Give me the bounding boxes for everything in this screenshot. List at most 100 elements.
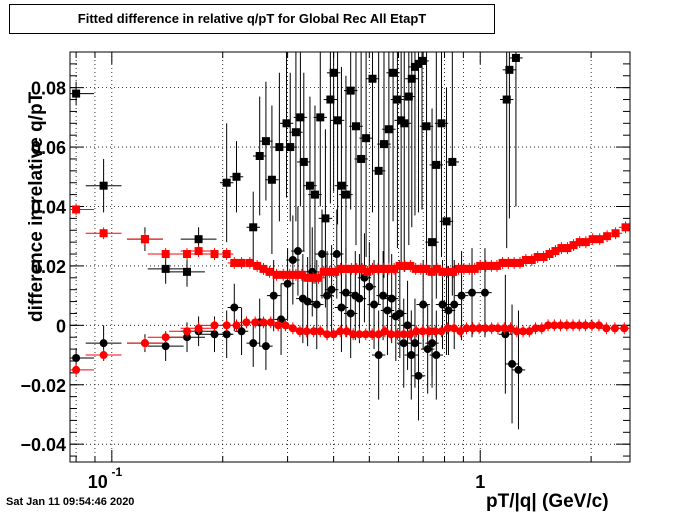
y-tick-label: −0.02 [20, 376, 66, 396]
data-point-circle [428, 339, 437, 348]
data-point-circle [468, 288, 477, 297]
data-point-circle [329, 330, 338, 339]
data-point-square [296, 113, 305, 122]
data-point-square [249, 223, 258, 232]
data-point-square [305, 181, 314, 190]
data-point-circle [450, 324, 459, 333]
data-point-square [230, 258, 239, 267]
data-point-circle [374, 351, 383, 360]
data-point-square [428, 238, 437, 247]
x-tick-label-exponent: -1 [111, 465, 122, 479]
data-point-square [210, 250, 219, 259]
data-point-square [310, 190, 319, 199]
data-point-square [299, 157, 308, 166]
data-point-square [265, 267, 274, 276]
data-point-circle [337, 303, 346, 312]
data-point-square [449, 267, 458, 276]
data-point-square [222, 178, 231, 187]
data-point-circle [318, 250, 327, 259]
data-point-square [363, 267, 372, 276]
data-point-square [368, 74, 377, 83]
data-point-square [297, 270, 306, 279]
data-point-circle [480, 288, 489, 297]
data-point-circle [587, 321, 596, 330]
data-point-circle [295, 327, 304, 336]
data-point-circle [374, 330, 383, 339]
data-point-circle [293, 247, 302, 256]
y-tick-label: −0.04 [20, 435, 66, 455]
data-point-circle [230, 303, 239, 312]
data-point-square [255, 151, 264, 160]
data-point-circle [457, 291, 466, 300]
data-point-circle [444, 306, 453, 315]
data-point-circle [341, 288, 350, 297]
data-point-circle [99, 339, 108, 348]
data-point-circle [383, 306, 392, 315]
data-point-square [326, 95, 335, 104]
data-point-circle [222, 330, 231, 339]
data-point-square [390, 264, 399, 273]
data-point-circle [380, 327, 389, 336]
data-point-square [237, 258, 246, 267]
data-point-circle [450, 300, 459, 309]
data-point-square [422, 122, 431, 131]
data-point-circle [456, 327, 465, 336]
data-point-circle [395, 309, 404, 318]
data-point-square [341, 190, 350, 199]
y-tick-label: 0.02 [31, 257, 66, 277]
data-layer [70, 52, 630, 430]
data-point-circle [72, 365, 81, 374]
data-point-circle [277, 315, 286, 324]
chart-title: Fitted difference in relative q/pT for G… [77, 11, 427, 26]
x-axis-label: pT/|q| (GeV/c) [486, 491, 609, 512]
series-3 [70, 316, 630, 376]
data-point-circle [161, 333, 170, 342]
data-point-circle [423, 345, 432, 354]
data-point-square [502, 95, 511, 104]
data-point-circle [410, 339, 419, 348]
data-point-square [183, 267, 192, 276]
data-point-circle [237, 327, 246, 336]
data-point-square [329, 68, 338, 77]
data-point-square [194, 235, 203, 244]
data-point-square [393, 95, 402, 104]
data-point-circle [414, 371, 423, 380]
y-axis-label: difference in relative q/pT [26, 91, 47, 322]
series-1 [70, 206, 526, 430]
data-point-square [492, 261, 501, 270]
data-point-circle [269, 291, 278, 300]
data-point-square [346, 86, 355, 95]
data-point-square [245, 258, 254, 267]
data-point-square [588, 235, 597, 244]
data-point-circle [242, 318, 251, 327]
data-point-circle [342, 327, 351, 336]
data-point-square [316, 113, 325, 122]
data-point-square [432, 160, 441, 169]
data-point-square [282, 119, 291, 128]
data-point-square [611, 229, 620, 238]
data-point-square [404, 92, 413, 101]
data-point-circle [288, 324, 297, 333]
data-point-circle [346, 309, 355, 318]
data-point-circle [232, 321, 241, 330]
data-point-square [314, 273, 323, 282]
data-point-square [161, 264, 170, 273]
series-2 [70, 203, 630, 284]
data-point-square [389, 68, 398, 77]
y-tick-label: 0 [56, 316, 66, 336]
data-point-square [72, 205, 81, 214]
data-point-square [581, 238, 590, 247]
data-point-square [418, 56, 427, 65]
data-point-circle [432, 351, 441, 360]
data-point-circle [610, 324, 619, 333]
data-point-circle [514, 365, 523, 374]
data-point-square [379, 140, 388, 149]
data-point-square [448, 157, 457, 166]
data-point-circle [370, 300, 379, 309]
data-point-circle [161, 342, 170, 351]
data-point-circle [379, 291, 388, 300]
data-point-circle [183, 327, 192, 336]
data-point-square [321, 214, 330, 223]
data-point-square [99, 181, 108, 190]
